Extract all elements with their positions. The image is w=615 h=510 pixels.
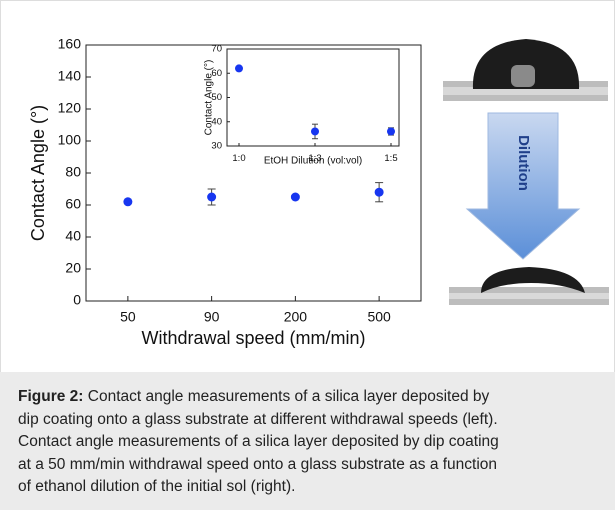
y-tick-label: 160 xyxy=(58,36,82,52)
point xyxy=(311,127,319,136)
y-tick-label: 80 xyxy=(65,164,81,180)
x-tick-label: 200 xyxy=(284,309,308,325)
x-tick-label: 1:3 xyxy=(308,153,321,164)
x-tick-label: 1:0 xyxy=(232,153,245,164)
x-tick-label: 500 xyxy=(367,309,391,325)
y-tick-label: 50 xyxy=(211,92,222,103)
x-axis-label: EtOH Dilution (vol:vol) xyxy=(264,156,362,167)
point xyxy=(235,64,243,73)
arrow-label: Dilution xyxy=(515,135,532,191)
y-tick-label: 60 xyxy=(65,196,81,212)
caption-line: at a 50 mm/min withdrawal speed onto a g… xyxy=(18,455,498,473)
x-tick-label: 90 xyxy=(204,309,220,325)
droplet-image-bottom xyxy=(449,267,609,305)
caption-label: Figure 2: xyxy=(18,388,84,405)
y-axis-label: Contact Angle (°) xyxy=(204,60,215,136)
figure: Dilution 0 20 40 60 80 100 120 140 160 50 90 200 500… xyxy=(0,0,615,372)
y-tick-label: 40 xyxy=(211,116,222,127)
caption-line: dip coating onto a glass substrate at di… xyxy=(18,410,498,428)
droplet-image-top xyxy=(443,39,608,101)
y-tick-label: 100 xyxy=(58,132,82,148)
x-tick-label: 1:5 xyxy=(384,153,397,164)
y-axis-label: Contact Angle (°) xyxy=(28,105,48,241)
y-tick-label: 120 xyxy=(58,100,82,116)
chart: Dilution 0 20 40 60 80 100 120 140 160 50 90 200 500… xyxy=(28,36,609,348)
caption-line: of ethanol dilution of the initial sol (… xyxy=(18,478,296,496)
point xyxy=(207,192,217,202)
y-tick-label: 60 xyxy=(211,68,222,79)
x-tick-label: 50 xyxy=(120,309,136,325)
y-tick-label: 20 xyxy=(65,260,81,276)
caption: Figure 2: Contact angle measurements of … xyxy=(0,372,615,510)
caption-line: Contact angle measurements of a silica l… xyxy=(87,388,490,405)
y-tick-label: 40 xyxy=(65,228,81,244)
point xyxy=(387,127,395,136)
point xyxy=(290,192,300,202)
point xyxy=(123,197,133,207)
x-axis-label: Withdrawal speed (mm/min) xyxy=(141,328,365,348)
y-tick-label: 0 xyxy=(73,292,81,308)
dilution-arrow xyxy=(465,112,581,260)
point xyxy=(374,187,384,197)
y-tick-label: 30 xyxy=(211,141,222,152)
caption-line: Contact angle measurements of a silica l… xyxy=(18,433,499,451)
y-tick-label: 140 xyxy=(58,68,82,84)
y-tick-label: 70 xyxy=(211,44,222,55)
